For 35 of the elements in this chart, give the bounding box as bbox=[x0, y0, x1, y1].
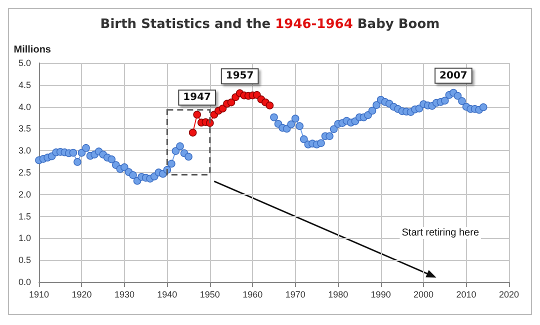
chart-title: Birth Statistics and the 1946-1964 Baby Boom bbox=[100, 17, 440, 32]
x-tick-label: 2020 bbox=[498, 290, 520, 300]
annotation: 1957 bbox=[226, 70, 254, 82]
y-tick-label: 4.0 bbox=[18, 102, 31, 112]
y-tick-label: 0.0 bbox=[18, 277, 31, 287]
y-tick-label: 5.0 bbox=[18, 58, 31, 68]
x-tick-label: 1920 bbox=[72, 290, 92, 300]
x-tick-label: 1960 bbox=[242, 290, 263, 300]
point bbox=[188, 128, 197, 137]
y-tick-label: 1.0 bbox=[18, 233, 31, 244]
y-tick-label: 4.5 bbox=[18, 80, 31, 90]
y-tick-label: 3.5 bbox=[18, 124, 31, 134]
y-tick-label: 2.5 bbox=[18, 168, 31, 178]
x-tick-label: 1940 bbox=[157, 290, 178, 300]
x-tick-label: 2010 bbox=[456, 290, 476, 300]
point bbox=[193, 110, 201, 119]
x-tick-label: 1990 bbox=[370, 290, 391, 300]
x-tick-label: 1970 bbox=[285, 290, 306, 300]
x-tick-label: 1930 bbox=[114, 290, 134, 300]
x-tick-label: 1980 bbox=[328, 290, 348, 300]
point bbox=[218, 104, 227, 112]
point bbox=[266, 102, 274, 110]
y-tick-label: 3.0 bbox=[18, 146, 31, 156]
x-tick-label: 1910 bbox=[28, 290, 50, 300]
annotation: 2007 bbox=[440, 70, 468, 82]
point bbox=[253, 91, 261, 99]
y-tick-label: 0.5 bbox=[18, 255, 31, 266]
y-axis-title: Millions bbox=[14, 44, 52, 56]
y-tick-label: 1.5 bbox=[18, 211, 31, 222]
annotation: Start retiring here bbox=[402, 228, 480, 238]
x-tick-label: 2000 bbox=[414, 290, 434, 300]
annotation: 1947 bbox=[183, 92, 212, 104]
x-tick-label: 1950 bbox=[200, 290, 220, 300]
y-tick-label: 2.0 bbox=[18, 189, 31, 200]
point bbox=[227, 98, 236, 106]
